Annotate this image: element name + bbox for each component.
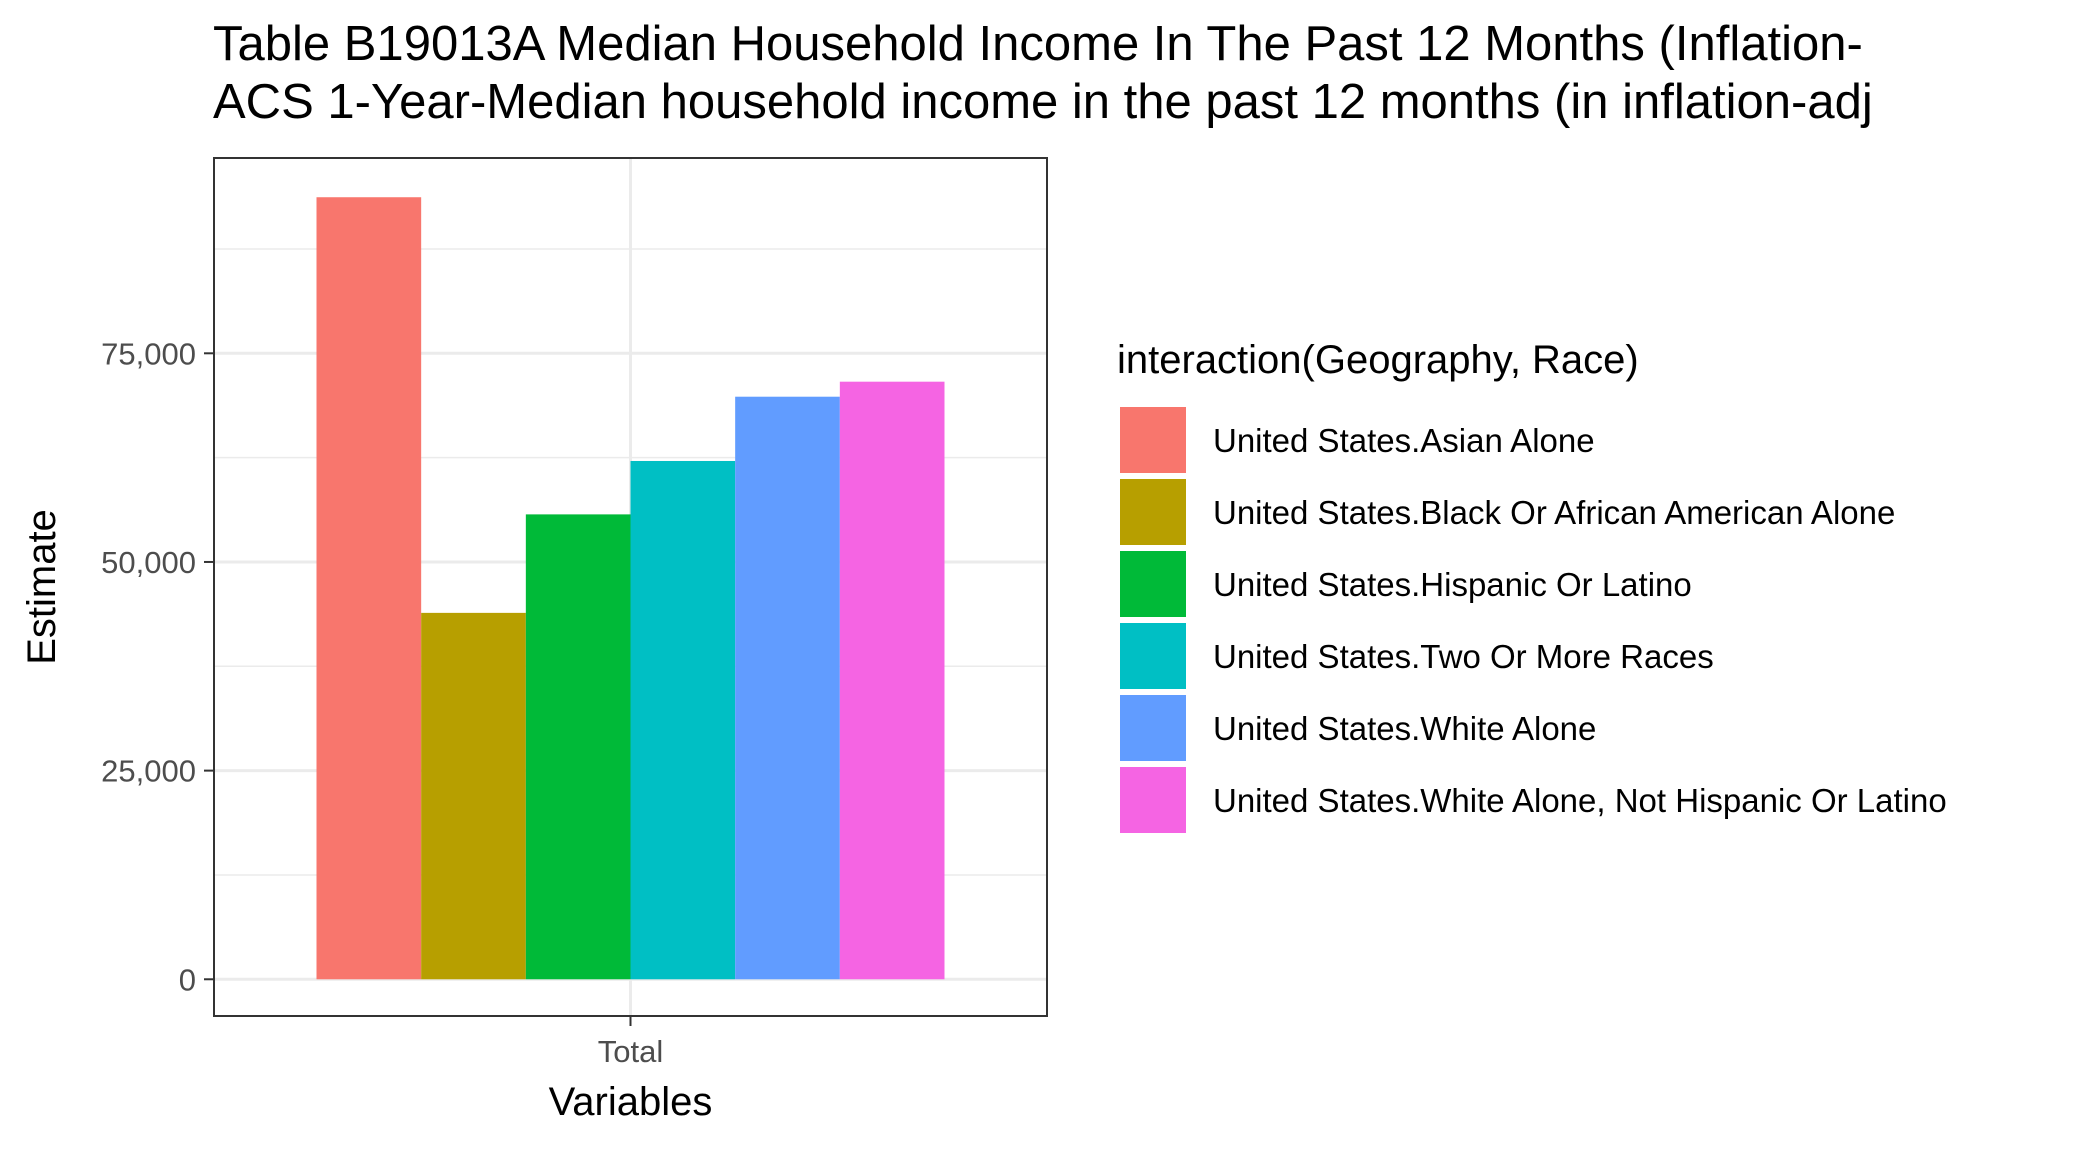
bar-5 [735,396,840,980]
legend-key-6 [1120,767,1186,833]
legend-label-6: United States.White Alone, Not Hispanic … [1213,782,1947,819]
bar-4 [630,460,736,980]
legend-label-4: United States.Two Or More Races [1213,638,1714,675]
legend-key-5 [1120,695,1186,761]
bar-1 [316,197,422,980]
x-axis-title: Variables [549,1080,713,1124]
bar-6 [839,381,945,980]
legend-title: interaction(Geography, Race) [1117,338,1639,382]
y-tick-label: 75,000 [101,336,196,371]
legend-label-3: United States.Hispanic Or Latino [1213,566,1692,603]
x-tick-label: Total [598,1034,663,1069]
y-tick-label: 25,000 [101,754,196,789]
axes: 0 25,000 50,000 75,000 Total [101,336,663,1069]
y-axis-title: Estimate [20,509,64,665]
legend-key-2 [1120,479,1186,545]
y-tick-label: 50,000 [101,545,196,580]
bar-3 [525,514,631,980]
legend-key-4 [1120,623,1186,689]
bar-2 [421,612,526,980]
legend-key-1 [1120,407,1186,473]
legend: interaction(Geography, Race) United Stat… [1117,338,1947,833]
bars [316,197,945,980]
legend-key-3 [1120,551,1186,617]
chart-title-line-2: ACS 1-Year-Median household income in th… [213,75,1873,129]
chart-title-line-1: Table B19013A Median Household Income In… [213,17,1863,71]
legend-label-1: United States.Asian Alone [1213,422,1595,459]
y-tick-label: 0 [179,962,196,997]
legend-label-2: United States.Black Or African American … [1213,494,1895,531]
legend-label-5: United States.White Alone [1213,710,1596,747]
